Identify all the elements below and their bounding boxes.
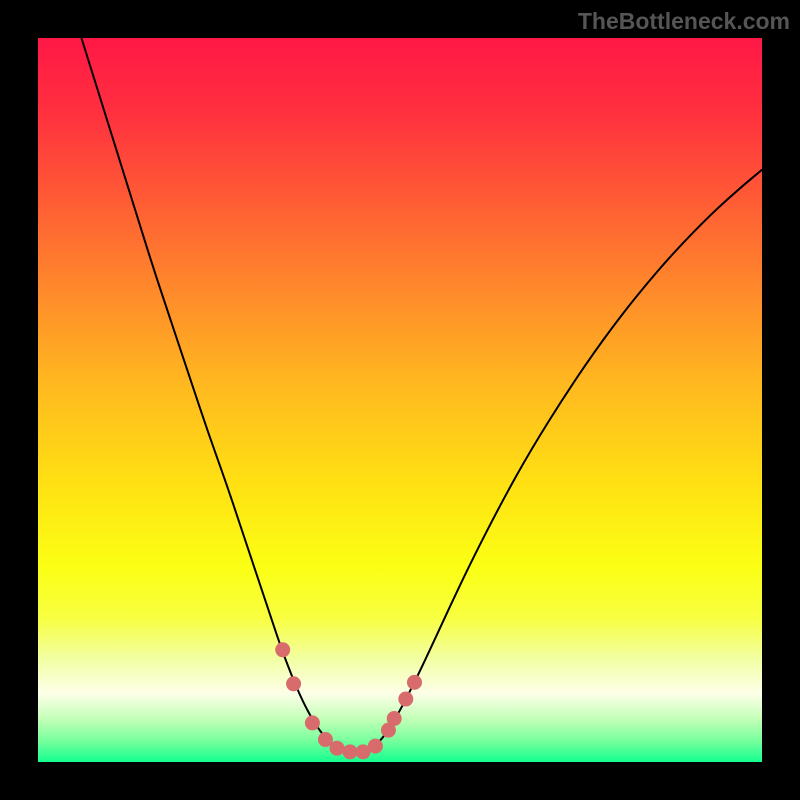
chart-background — [38, 38, 762, 762]
curve-marker — [398, 692, 413, 707]
curve-marker — [305, 715, 320, 730]
curve-marker — [387, 711, 402, 726]
curve-marker — [286, 676, 301, 691]
curve-marker — [275, 642, 290, 657]
chart-svg — [38, 38, 762, 762]
watermark-text: TheBottleneck.com — [578, 8, 790, 35]
curve-marker — [343, 744, 358, 759]
curve-marker — [368, 739, 383, 754]
curve-marker — [407, 675, 422, 690]
curve-marker — [330, 741, 345, 756]
chart-plot-area — [38, 38, 762, 762]
